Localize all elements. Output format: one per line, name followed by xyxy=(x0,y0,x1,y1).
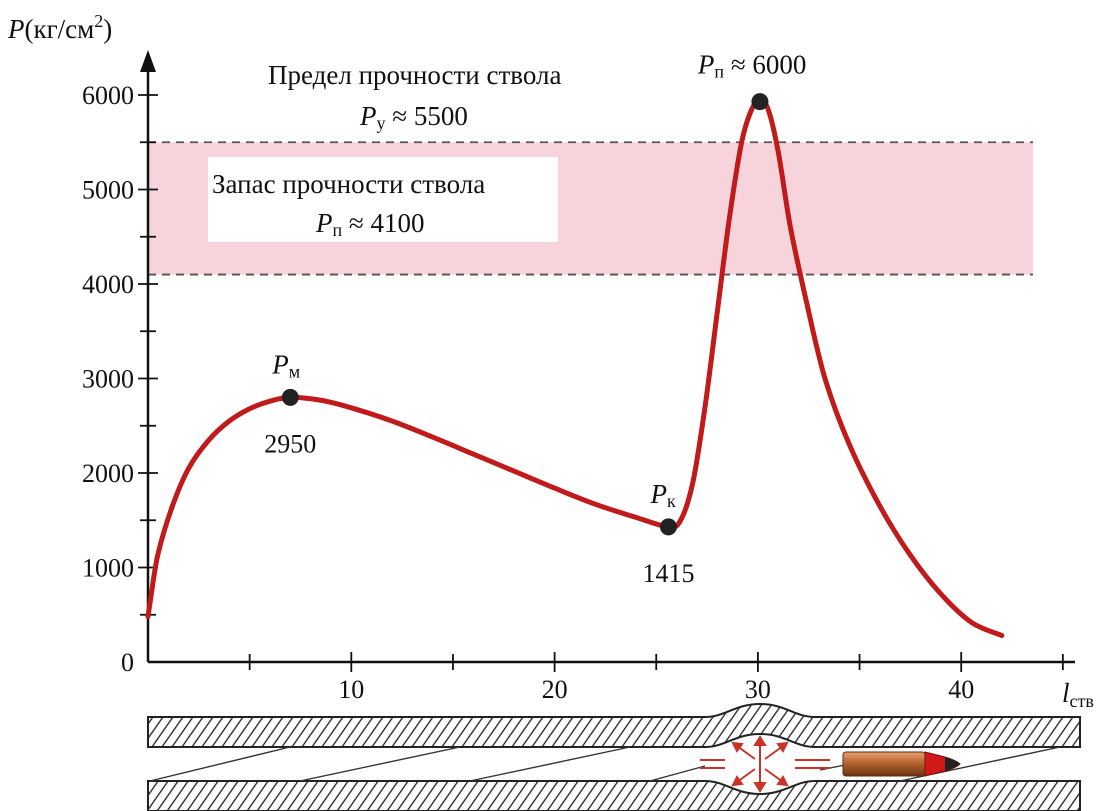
key-point-value: 2950 xyxy=(264,429,316,458)
strength-limit-subscript: у xyxy=(377,113,386,133)
strength-limit-number: ≈ 5500 xyxy=(386,101,468,131)
key-point-symbol: P xyxy=(649,479,667,509)
y-axis-unit: (кг/см xyxy=(25,14,95,44)
y-tick-label: 6000 xyxy=(82,81,134,110)
x-axis-label: lств xyxy=(1062,678,1094,711)
y-tick-label: 2000 xyxy=(82,459,134,488)
safety-margin-symbol: P xyxy=(315,208,333,238)
key-point-label: Pк xyxy=(649,479,676,511)
key-point-marker xyxy=(751,93,769,111)
safety-margin-number: ≈ 4100 xyxy=(342,208,424,238)
y-tick-label: 0 xyxy=(121,648,134,677)
x-axis-symbol: l xyxy=(1062,678,1070,708)
y-tick-label: 3000 xyxy=(82,365,134,394)
x-axis-subscript: ств xyxy=(1070,691,1094,711)
key-point-value: 1415 xyxy=(642,559,694,588)
x-tick-label: 40 xyxy=(948,675,974,704)
y-axis-unit-close: ) xyxy=(103,14,112,44)
x-tick-label: 30 xyxy=(745,675,771,704)
key-point-marker xyxy=(659,518,677,536)
y-tick-label: 1000 xyxy=(82,554,134,583)
key-point-label: Pм xyxy=(271,349,300,381)
barrel-illustration xyxy=(147,702,1081,811)
y-tick-label: 4000 xyxy=(82,270,134,299)
rifling-lines xyxy=(149,746,1061,782)
key-point-subscript: п xyxy=(714,62,724,82)
axes: 0 1000 2000 3000 4000 5000 6000 10 20 30 40 xyxy=(82,50,1075,704)
key-point-label: Pп ≈ 6000 xyxy=(697,50,806,82)
pressure-arrows xyxy=(700,735,830,793)
bullet-icon xyxy=(842,751,961,777)
y-axis-symbol: P xyxy=(7,14,25,44)
key-point-subscript: м xyxy=(289,361,300,381)
x-tick-label: 20 xyxy=(542,675,568,704)
safety-margin-value: Pп ≈ 4100 xyxy=(315,208,424,240)
key-points: Pм 2950 Pк 1415 Pп ≈ 6000 xyxy=(264,50,806,588)
key-point-value: ≈ 6000 xyxy=(724,50,806,80)
strength-limit-annotation: Предел прочности ствола Pу ≈ 5500 xyxy=(268,60,561,133)
key-point-marker xyxy=(281,388,299,406)
y-axis-unit-superscript: 2 xyxy=(94,11,103,31)
key-point-symbol: P xyxy=(271,349,289,379)
x-tick-label: 10 xyxy=(338,675,364,704)
safety-margin-subscript: п xyxy=(333,220,343,240)
barrel-upper-wall xyxy=(147,702,1081,748)
key-point-symbol: P xyxy=(697,50,715,80)
y-axis-label: P(кг/см2) xyxy=(7,11,112,44)
y-tick-label: 5000 xyxy=(82,176,134,205)
safety-margin-box xyxy=(208,157,558,242)
strength-limit-value: Pу ≈ 5500 xyxy=(359,101,468,133)
strength-limit-symbol: P xyxy=(359,101,377,131)
safety-margin-annotation: Запас прочности ствола Pп ≈ 4100 xyxy=(212,169,485,240)
barrel-lower-wall xyxy=(147,780,1081,811)
strength-limit-title: Предел прочности ствола xyxy=(268,60,561,90)
y-axis-arrow xyxy=(140,50,156,72)
key-point-subscript: к xyxy=(667,491,676,511)
safety-margin-title: Запас прочности ствола xyxy=(212,169,485,199)
